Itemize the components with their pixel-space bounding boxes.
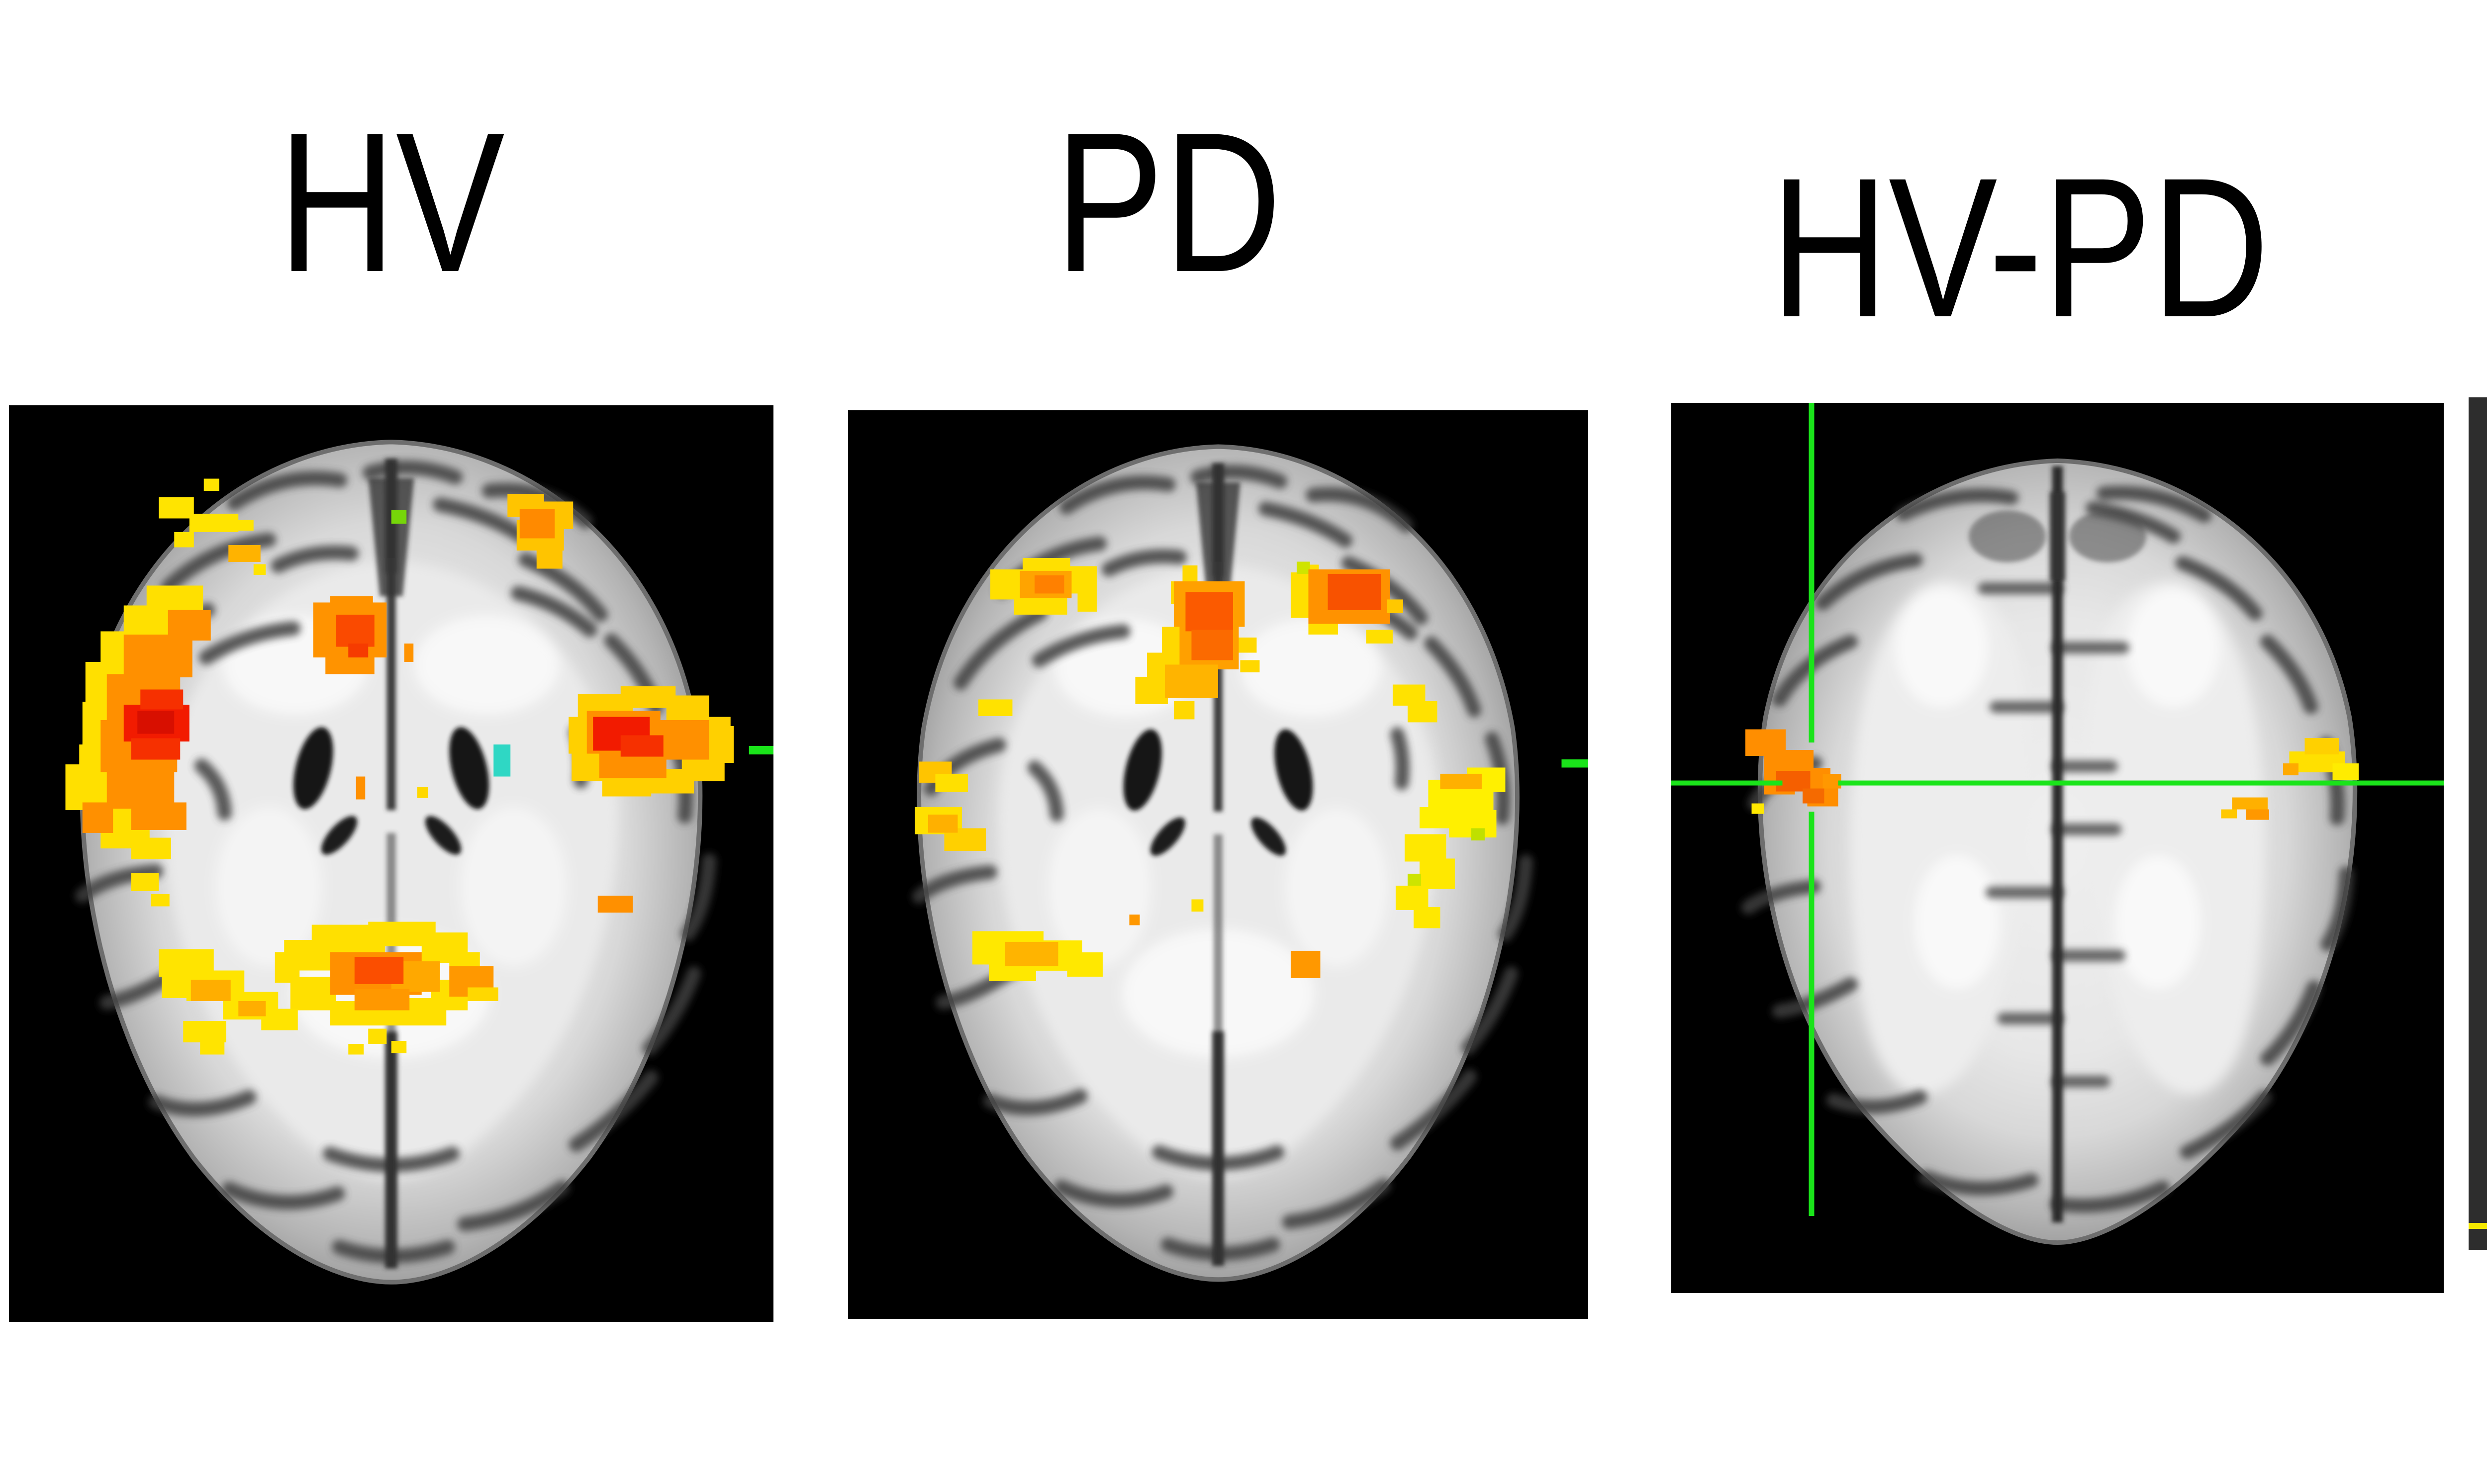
colorbar-max-label: +0.3 <box>2469 274 2487 406</box>
colorbar-yellow-marker <box>2469 1223 2487 1229</box>
crosshair-edge-tick-pd <box>1561 759 1588 768</box>
colorbar-frame <box>2469 397 2487 1250</box>
brain-slice-hv <box>9 405 773 1322</box>
crosshair-horizontal-right <box>1838 780 2444 786</box>
negative-voxel-cyan <box>493 744 511 777</box>
activation-overlay-pd <box>914 557 1506 981</box>
crosshair-edge-tick-hv <box>749 745 773 754</box>
crosshair-vertical-lower <box>1809 811 1815 1216</box>
panel-title-pd: PD <box>798 103 1538 302</box>
crosshair-horizontal-left <box>1671 780 1783 786</box>
activation-overlay-hv <box>65 478 734 1055</box>
panel-title-hv-text: HV <box>278 91 505 313</box>
colorbar <box>2469 397 2487 1250</box>
panel-title-hv-pd: HV-PD <box>1634 148 2406 347</box>
panel-title-hv: HV <box>9 103 773 302</box>
crosshair <box>1671 403 2444 1216</box>
colorbar-min-label: -0.3 <box>2469 1277 2487 1408</box>
brain-slice-pd <box>848 410 1588 1319</box>
panel-title-pd-text: PD <box>1055 91 1282 313</box>
panel-title-hv-pd-text: HV-PD <box>1771 136 2270 359</box>
crosshair-vertical-upper <box>1809 403 1815 743</box>
brain-anatomy-hv <box>82 442 709 1282</box>
brain-slice-hv-pd <box>1671 403 2444 1293</box>
activation-overlay-hv-pd <box>1745 729 2359 820</box>
brain-anatomy-hv-pd <box>1748 461 2355 1242</box>
